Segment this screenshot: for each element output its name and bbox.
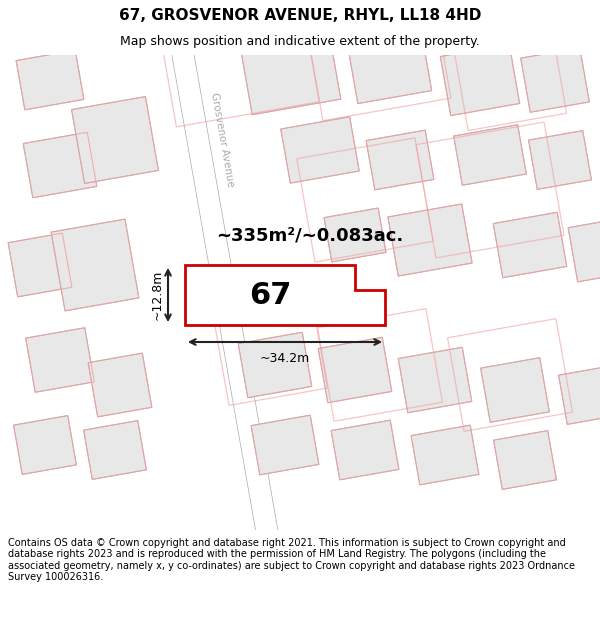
Polygon shape (51, 219, 139, 311)
Polygon shape (88, 353, 152, 417)
Polygon shape (366, 130, 434, 190)
Polygon shape (16, 50, 84, 110)
Text: 67, GROSVENOR AVENUE, RHYL, LL18 4HD: 67, GROSVENOR AVENUE, RHYL, LL18 4HD (119, 8, 481, 23)
Polygon shape (185, 265, 385, 325)
Polygon shape (318, 338, 392, 402)
Text: 67: 67 (249, 281, 291, 309)
Text: Grosvenor Avenue: Grosvenor Avenue (209, 92, 235, 188)
Polygon shape (494, 431, 556, 489)
Text: ~34.2m: ~34.2m (260, 352, 310, 365)
Polygon shape (348, 36, 432, 104)
Polygon shape (454, 125, 526, 185)
Polygon shape (568, 218, 600, 282)
Polygon shape (23, 132, 97, 198)
Text: ~335m²/~0.083ac.: ~335m²/~0.083ac. (217, 226, 404, 244)
Polygon shape (83, 421, 146, 479)
Text: Contains OS data © Crown copyright and database right 2021. This information is : Contains OS data © Crown copyright and d… (8, 538, 575, 582)
Polygon shape (398, 348, 472, 413)
Polygon shape (26, 328, 94, 392)
Polygon shape (559, 366, 600, 424)
Polygon shape (324, 208, 386, 262)
Polygon shape (238, 332, 312, 398)
Polygon shape (440, 44, 520, 116)
Polygon shape (239, 25, 341, 115)
Polygon shape (331, 420, 399, 480)
Polygon shape (71, 96, 158, 184)
Polygon shape (148, 0, 292, 612)
Text: Map shows position and indicative extent of the property.: Map shows position and indicative extent… (120, 35, 480, 48)
Polygon shape (481, 357, 550, 422)
Polygon shape (529, 131, 592, 189)
Text: ~12.8m: ~12.8m (151, 270, 164, 320)
Polygon shape (411, 425, 479, 485)
Polygon shape (251, 415, 319, 475)
Polygon shape (14, 416, 76, 474)
Polygon shape (521, 48, 589, 112)
Polygon shape (8, 233, 72, 297)
Polygon shape (493, 213, 567, 278)
Polygon shape (388, 204, 472, 276)
Polygon shape (281, 117, 359, 183)
